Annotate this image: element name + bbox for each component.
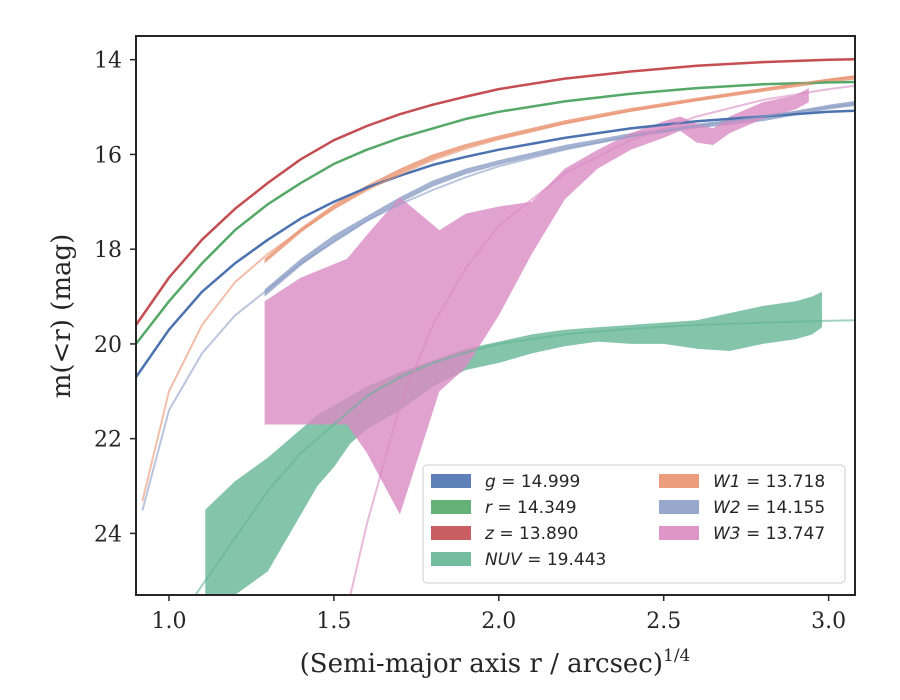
x-tick-label: 2.0	[481, 609, 516, 634]
y-tick-label: 16	[94, 143, 122, 168]
legend-box	[422, 464, 846, 584]
y-tick-label: 18	[94, 238, 122, 263]
legend-label-nuv: NUV = 19.443	[485, 550, 606, 570]
legend-swatch-nuv	[431, 552, 471, 566]
x-tick-label: 1.5	[316, 609, 351, 634]
legend-swatch-w2	[659, 500, 699, 514]
plot-frame	[135, 35, 856, 596]
x-tick-label: 3.0	[811, 609, 846, 634]
y-tick-label: 24	[94, 522, 122, 547]
fit-line-z	[136, 57, 855, 327]
x-axis-label-superscript: 1/4	[663, 646, 690, 666]
fit-line-w1	[141, 75, 855, 502]
legend-label-w3: W3 = 13.747	[713, 524, 825, 544]
x-axis-label-main: (Semi-major axis r / arcsec)	[300, 649, 663, 679]
fit-line-w2	[141, 102, 855, 511]
x-tick-label: 2.5	[646, 609, 681, 634]
legend: g = 14.999 r = 14.349 z = 13.890 NUV = 19.4…	[422, 464, 846, 584]
legend-label-w1: W1 = 13.718	[713, 472, 825, 492]
x-axis-label: (Semi-major axis r / arcsec)1/4	[300, 646, 691, 679]
y-tick-label: 14	[94, 49, 122, 74]
legend-swatch-g	[431, 474, 471, 488]
fit-line-r	[136, 80, 855, 346]
fit-line-w3	[349, 84, 855, 595]
x-tick-label: 1.0	[151, 609, 186, 634]
legend-label-r: r = 14.349	[485, 498, 577, 518]
y-tick-label: 22	[94, 428, 122, 453]
legend-swatch-r	[431, 500, 471, 514]
legend-label-w2: W2 = 14.155	[713, 498, 825, 518]
fit-line-nuv	[194, 319, 855, 595]
fit-line-g	[136, 109, 855, 379]
legend-label-g: g = 14.999	[485, 472, 580, 492]
y-tick-label: 20	[94, 333, 122, 358]
x-axis-ticks: 1.0 1.5 2.0 2.5 3.0	[151, 595, 846, 634]
legend-swatch-w3	[659, 526, 699, 540]
legend-label-z: z = 13.890	[484, 524, 578, 544]
fit-curves	[136, 57, 855, 595]
y-axis-label: m(<r) (mag)	[47, 234, 77, 399]
legend-swatch-w1	[659, 474, 699, 488]
y-axis-ticks: 14 16 18 20 22 24	[94, 49, 136, 547]
band-w3	[264, 88, 809, 515]
legend-swatch-z	[431, 526, 471, 540]
